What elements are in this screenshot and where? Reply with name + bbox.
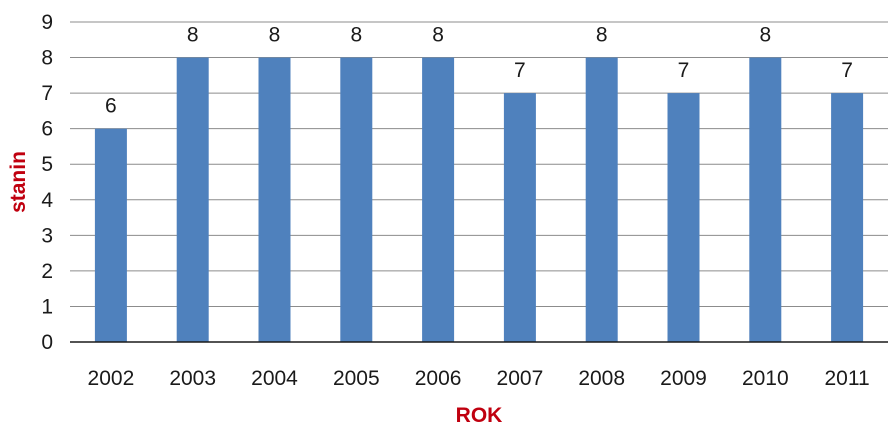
data-label: 8 xyxy=(187,24,199,47)
bar xyxy=(749,57,782,343)
data-label: 7 xyxy=(678,59,690,82)
data-label: 8 xyxy=(759,24,771,47)
x-tick-label: 2008 xyxy=(578,367,625,390)
bar xyxy=(667,93,700,342)
bar xyxy=(94,128,127,342)
x-tick-label: 2006 xyxy=(415,367,462,390)
y-tick-label: 5 xyxy=(41,153,53,176)
data-label: 6 xyxy=(105,95,117,118)
y-tick-label: 4 xyxy=(41,189,53,212)
y-tick-label: 1 xyxy=(41,295,53,318)
bar xyxy=(503,93,536,342)
bar xyxy=(585,57,618,343)
y-tick-label: 0 xyxy=(41,331,53,354)
y-tick-label: 8 xyxy=(41,47,53,70)
x-tick-label: 2011 xyxy=(825,367,870,390)
y-tick-label: 6 xyxy=(41,118,53,141)
x-tick-label: 2010 xyxy=(742,367,789,390)
x-tick-label: 2007 xyxy=(497,367,544,390)
bar xyxy=(258,57,291,343)
x-tick-label: 2004 xyxy=(251,367,298,390)
y-axis-title: stanin xyxy=(7,151,30,213)
bars xyxy=(94,57,864,343)
x-tick-label: 2009 xyxy=(660,367,707,390)
bar xyxy=(422,57,455,343)
data-label: 8 xyxy=(432,24,444,47)
data-label: 7 xyxy=(841,59,853,82)
x-tick-label: 2005 xyxy=(333,367,380,390)
x-tick-label: 2003 xyxy=(169,367,216,390)
bar xyxy=(831,93,864,342)
x-tick-label: 2002 xyxy=(88,367,135,390)
data-label: 8 xyxy=(350,24,362,47)
data-label: 8 xyxy=(269,24,281,47)
y-tick-label: 2 xyxy=(41,260,53,283)
y-tick-label: 3 xyxy=(41,224,53,247)
bar xyxy=(340,57,373,343)
data-label: 7 xyxy=(514,59,526,82)
data-labels: 6 8 8 8 8 7 8 7 8 7 xyxy=(105,24,853,118)
x-axis-title: ROK xyxy=(456,404,503,427)
data-label: 8 xyxy=(596,24,608,47)
y-tick-label: 7 xyxy=(41,82,53,105)
y-tick-label: 9 xyxy=(41,11,53,34)
x-tick-labels: 2002 2003 2004 2005 2006 2007 2008 2009 2010 2011 xyxy=(88,367,870,390)
y-tick-labels: 0 1 2 3 4 5 6 7 8 9 xyxy=(41,11,53,354)
bar xyxy=(176,57,209,343)
